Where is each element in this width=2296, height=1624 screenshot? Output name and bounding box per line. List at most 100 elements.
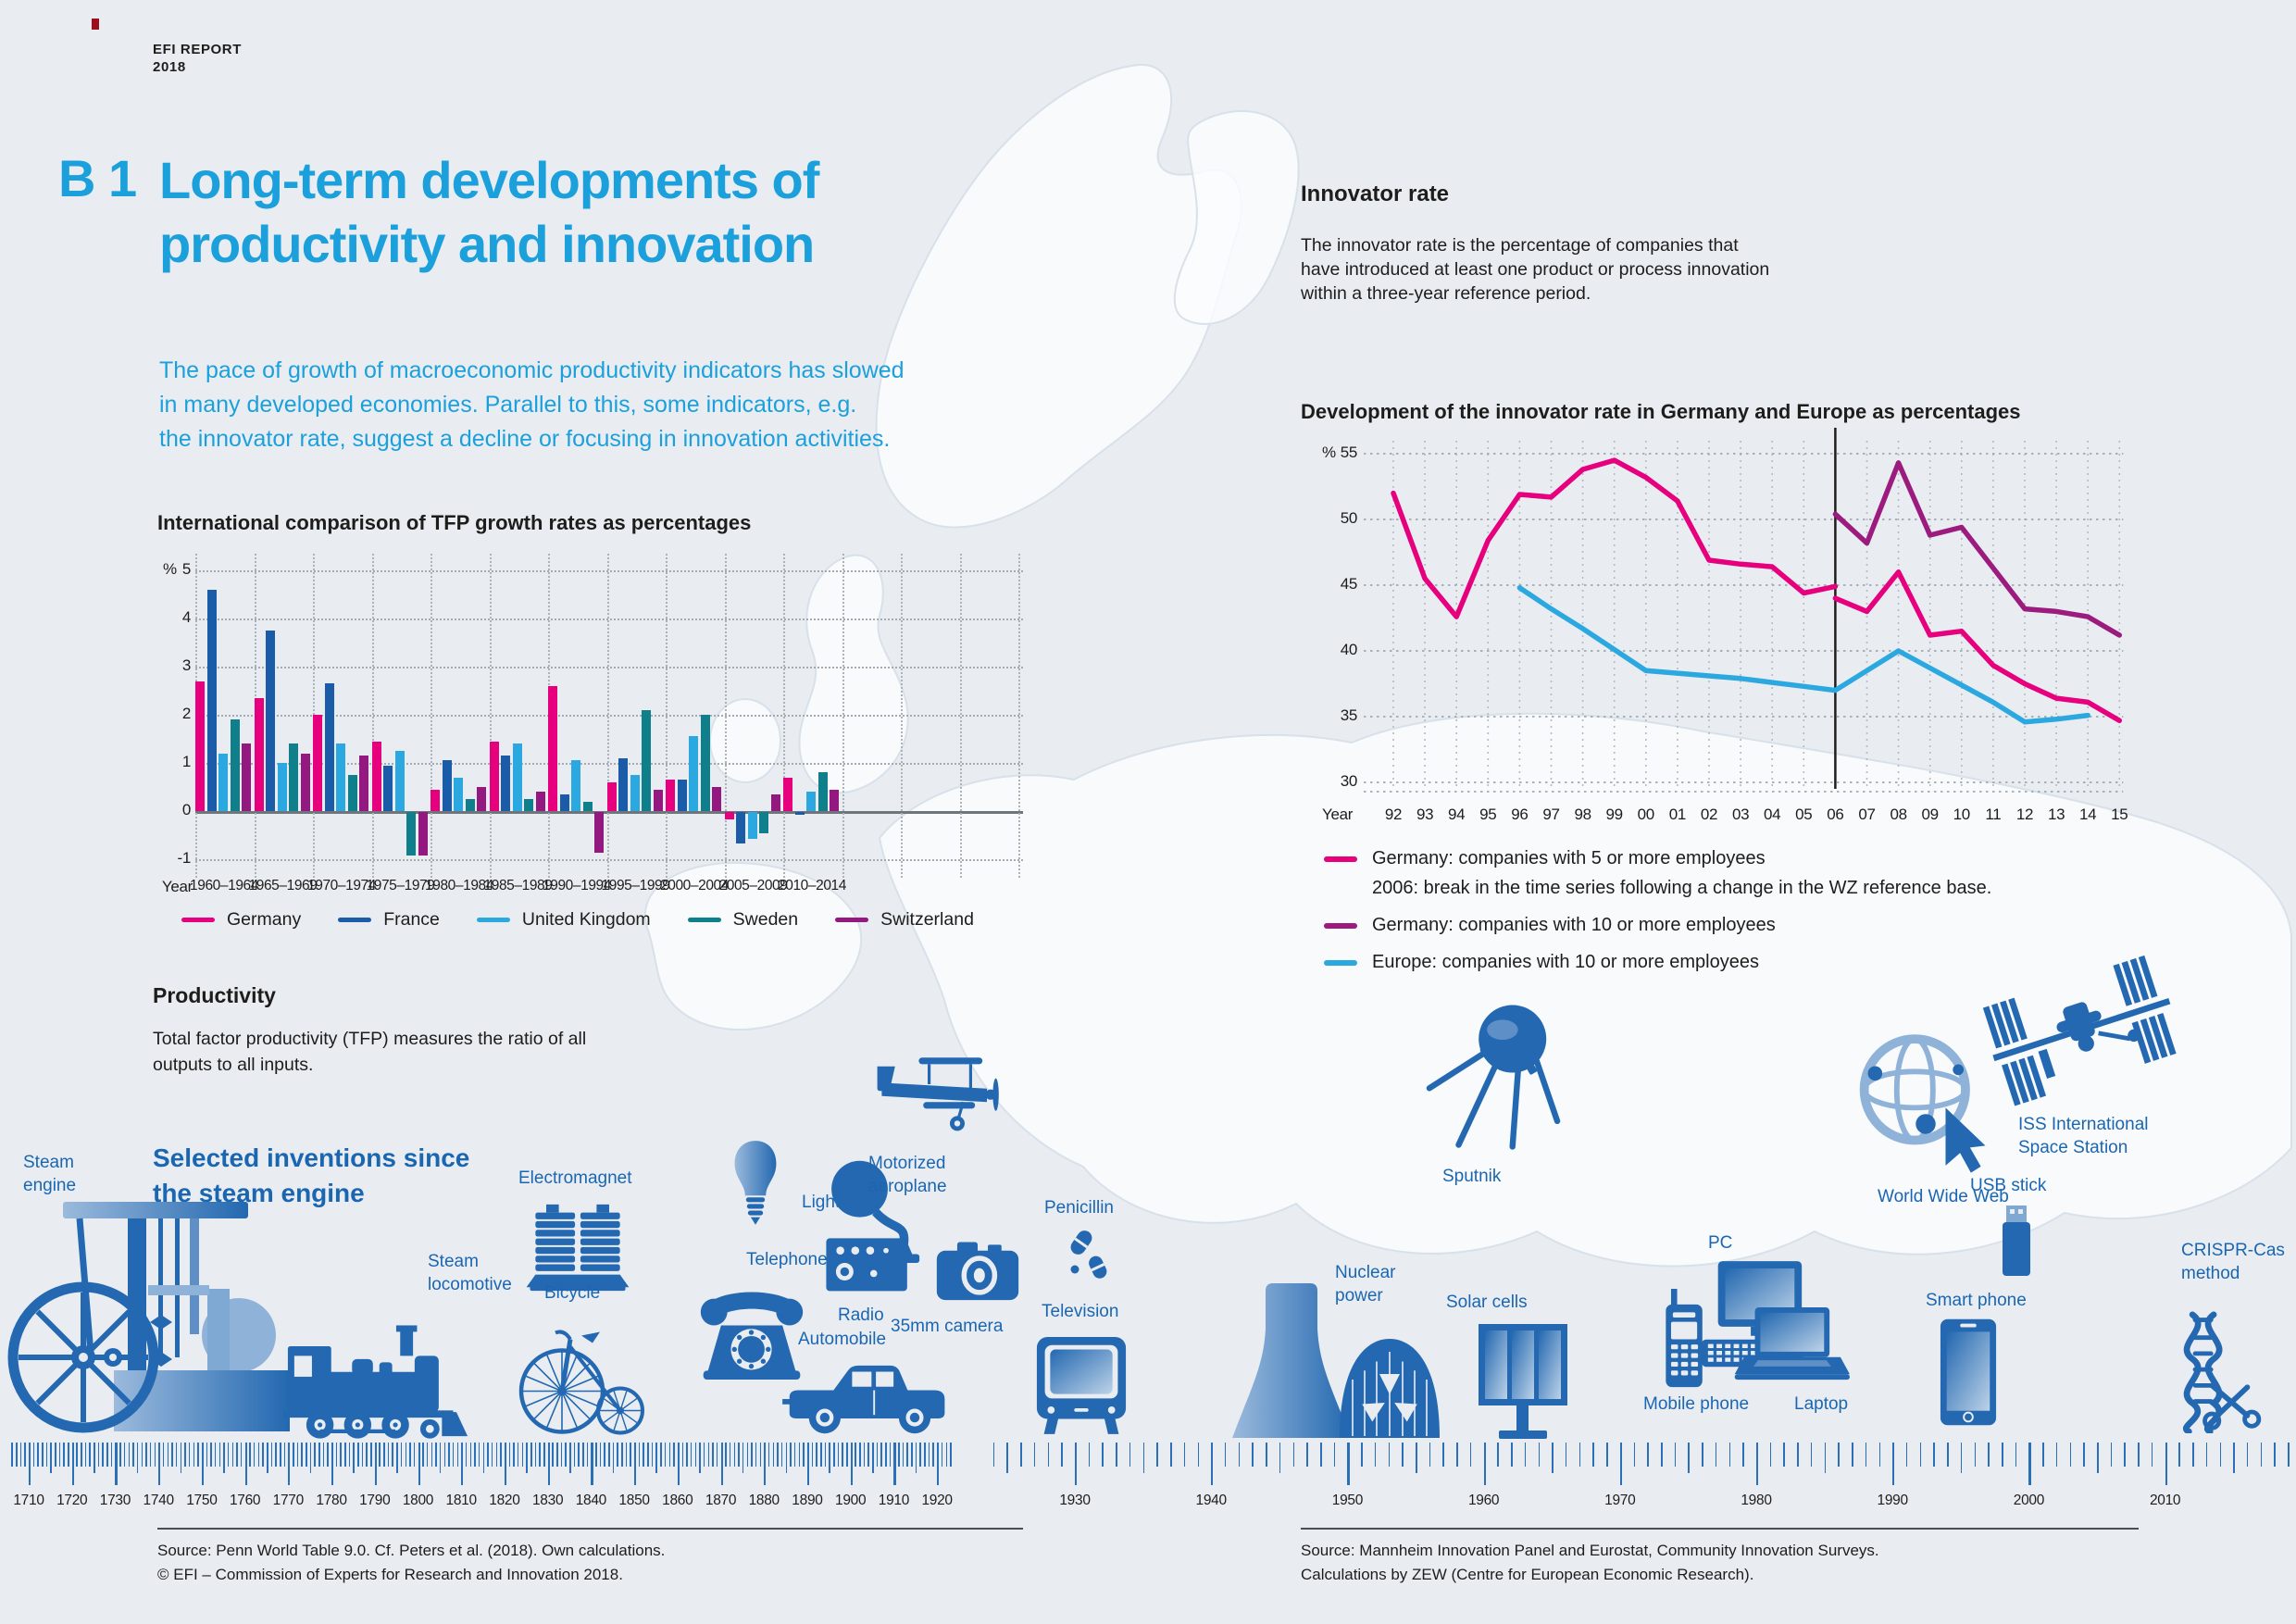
timeline-tick [2288, 1443, 2290, 1467]
timeline-tick [210, 1443, 212, 1467]
timeline-tick [11, 1443, 13, 1467]
timeline-tick [439, 1443, 442, 1473]
timeline-tick [513, 1443, 515, 1467]
tfp-chart-title: International comparison of TFP growth r… [157, 511, 752, 534]
timeline-year-label: 1990 [1877, 1493, 1909, 1508]
timeline-tick [301, 1443, 303, 1467]
timeline-tick [703, 1443, 705, 1467]
timeline-tick [45, 1443, 48, 1467]
timeline-tick [244, 1443, 247, 1485]
timeline-tick [2151, 1443, 2153, 1467]
timeline-tick [94, 1443, 95, 1473]
timeline-tick [487, 1443, 489, 1467]
timeline-tick [1197, 1443, 1200, 1467]
timeline-tick [746, 1443, 749, 1467]
timeline-tick [793, 1443, 796, 1467]
timeline-tick [767, 1443, 770, 1467]
timeline-tick [738, 1443, 740, 1467]
timeline-tick [2274, 1443, 2276, 1467]
timeline-tick [413, 1443, 416, 1467]
timeline-year-label: 1830 [531, 1493, 564, 1508]
timeline-tick [1715, 1443, 1717, 1467]
timeline-tick [2219, 1443, 2222, 1467]
timeline-tick [2002, 1443, 2003, 1467]
timeline-tick [1756, 1443, 1759, 1485]
timeline-tick [764, 1443, 767, 1485]
timeline-year-label: 1730 [99, 1493, 131, 1508]
timeline-tick [521, 1443, 524, 1467]
timeline-tick [435, 1443, 437, 1467]
timeline-tick [1456, 1443, 1458, 1467]
timeline-tick [110, 1443, 113, 1467]
timeline-tick [937, 1443, 940, 1485]
source-rule-left [157, 1528, 1023, 1530]
timeline-tick [906, 1443, 908, 1467]
timeline-tick [941, 1443, 943, 1467]
timeline-tick [461, 1443, 464, 1485]
timeline-tick [482, 1443, 485, 1473]
timeline-tick [565, 1443, 567, 1467]
legend-swatch [1324, 960, 1357, 966]
timeline-tick [898, 1443, 900, 1467]
source-rule-right [1301, 1528, 2139, 1530]
timeline-tick [2260, 1443, 2263, 1467]
timeline-tick [136, 1443, 139, 1473]
timeline-tick [816, 1443, 817, 1467]
legend-swatch [687, 917, 721, 923]
timeline-tick [361, 1443, 364, 1467]
timeline-tick [188, 1443, 191, 1467]
timeline-tick [128, 1443, 131, 1467]
tfp-legend: Germany France United Kingdom Sweden Switzer… [181, 909, 974, 931]
timeline-tick [595, 1443, 597, 1467]
source-right: Source: Mannheim Innovation Panel and Eu… [1301, 1542, 1879, 1583]
timeline-year-label: 1880 [748, 1493, 780, 1508]
timeline-tick [578, 1443, 580, 1467]
legend-item-sweden: Sweden [687, 909, 798, 931]
timeline-year-label: 1890 [792, 1493, 823, 1508]
timeline-tick [456, 1443, 459, 1467]
timeline-tick [1170, 1443, 1172, 1467]
timeline-tick [716, 1443, 718, 1467]
timeline-tick [543, 1443, 545, 1467]
timeline-tick [945, 1443, 948, 1467]
timeline-year-label: 1850 [618, 1493, 650, 1508]
timeline-year-label: 2010 [2149, 1493, 2181, 1508]
timeline-tick [780, 1443, 783, 1467]
timeline-year-label: 1980 [1741, 1493, 1772, 1508]
timeline-tick [1633, 1443, 1636, 1467]
timeline-tick [1797, 1443, 1799, 1467]
timeline-tick [1728, 1443, 1731, 1467]
timeline-tick [1919, 1443, 1922, 1467]
timeline-tick [504, 1443, 507, 1485]
timeline-tick [491, 1443, 493, 1467]
timeline-tick [353, 1443, 355, 1473]
timeline-tick [893, 1443, 896, 1485]
timeline-tick [201, 1443, 205, 1485]
timeline-tick [1183, 1443, 1186, 1467]
timeline-tick [119, 1443, 121, 1467]
legend-label: Germany: companies with 10 or more emplo… [1372, 915, 1776, 935]
timeline-tick [2178, 1443, 2180, 1467]
timeline-tick [1224, 1443, 1227, 1467]
timeline-tick [677, 1443, 680, 1485]
timeline-tick [1252, 1443, 1254, 1467]
timeline-tick [306, 1443, 307, 1467]
timeline-tick [288, 1443, 291, 1485]
timeline-tick [418, 1443, 420, 1485]
timeline-tick [132, 1443, 134, 1467]
timeline-tick [81, 1443, 82, 1467]
timeline-tick [1783, 1443, 1785, 1467]
timeline-tick [686, 1443, 688, 1467]
timeline-tick [1647, 1443, 1649, 1467]
timeline-tick [824, 1443, 827, 1467]
timeline-tick [184, 1443, 186, 1467]
timeline-tick [755, 1443, 757, 1467]
timeline-year-label: 1930 [1059, 1493, 1091, 1508]
page-corner-mark [92, 19, 99, 30]
timeline-tick [469, 1443, 472, 1467]
timeline-tick [547, 1443, 550, 1485]
legend-label: Europe: companies with 10 or more employ… [1372, 952, 1759, 972]
timeline-tick [50, 1443, 52, 1473]
timeline-tick [1156, 1443, 1158, 1467]
timeline-tick [293, 1443, 294, 1467]
